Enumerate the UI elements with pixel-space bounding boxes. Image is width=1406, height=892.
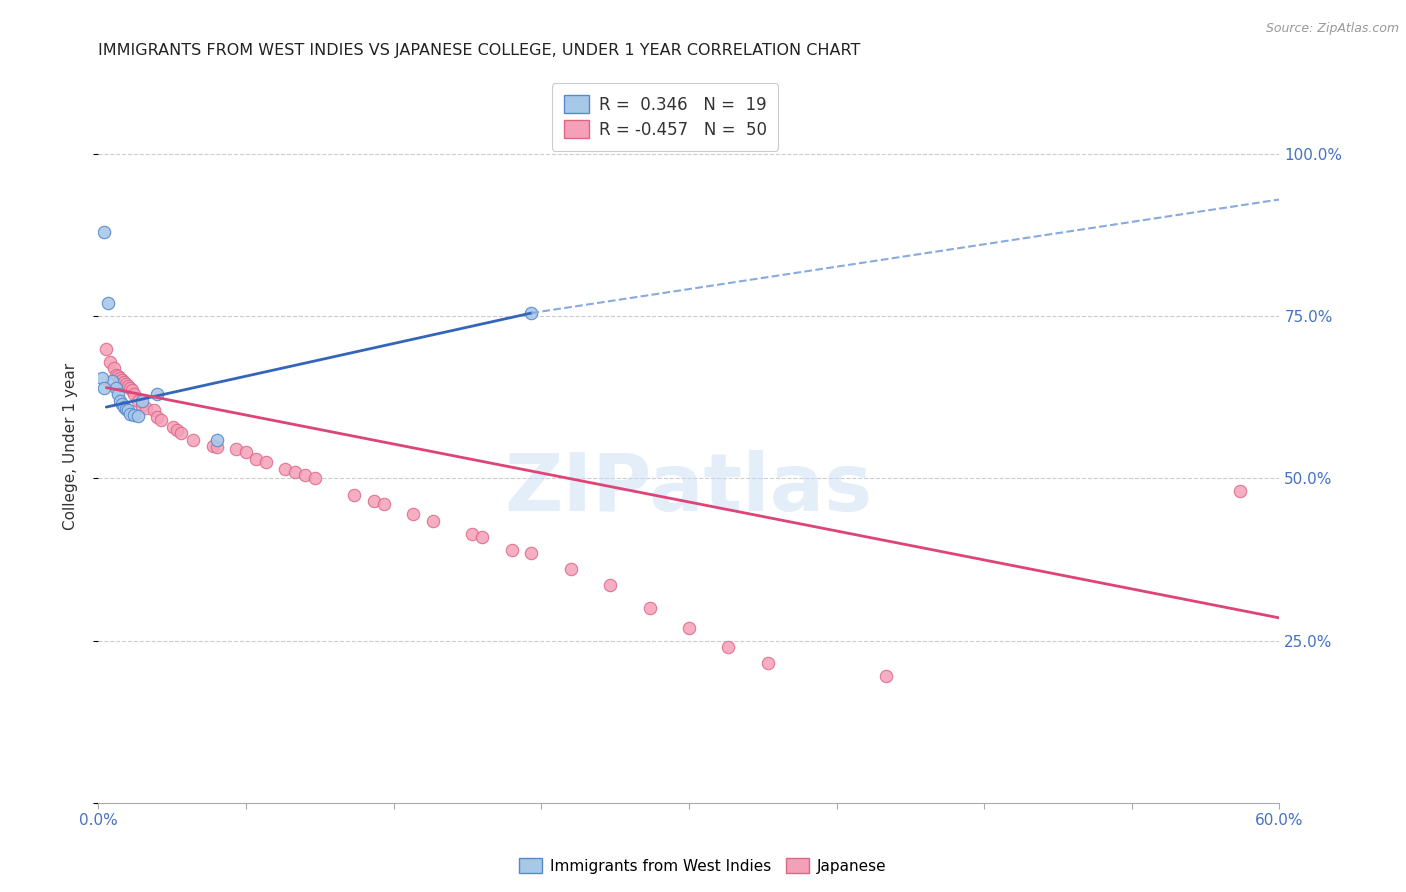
Point [162, 419, 184, 434]
Point [501, 542, 523, 557]
Point [471, 530, 494, 544]
Point [520, 546, 543, 560]
Point [118, 381, 141, 395]
Legend: R =  0.346   N =  19, R = -0.457   N =  50: R = 0.346 N = 19, R = -0.457 N = 50 [553, 83, 779, 151]
Point [717, 640, 740, 654]
Point [135, 401, 157, 416]
Point [402, 507, 425, 521]
Point [422, 514, 444, 528]
Point [131, 399, 153, 413]
Point [146, 409, 169, 424]
Point [121, 383, 143, 397]
Point [108, 371, 131, 385]
Point [93, 225, 115, 239]
Point [111, 397, 134, 411]
Point [142, 403, 165, 417]
Point [112, 400, 135, 414]
Point [756, 657, 779, 671]
Point [96, 342, 118, 356]
Point [225, 442, 247, 457]
Point [875, 669, 897, 683]
Point [115, 377, 138, 392]
Text: Source: ZipAtlas.com: Source: ZipAtlas.com [1265, 22, 1399, 36]
Point [127, 409, 149, 424]
Y-axis label: College, Under 1 year: College, Under 1 year [63, 362, 77, 530]
Point [343, 488, 366, 502]
Text: IMMIGRANTS FROM WEST INDIES VS JAPANESE COLLEGE, UNDER 1 YEAR CORRELATION CHART: IMMIGRANTS FROM WEST INDIES VS JAPANESE … [98, 43, 860, 58]
Point [166, 423, 188, 437]
Point [107, 387, 129, 401]
Point [111, 373, 134, 387]
Point [638, 601, 661, 615]
Point [105, 381, 128, 395]
Point [201, 439, 224, 453]
Point [118, 407, 141, 421]
Point [107, 368, 129, 383]
Point [127, 393, 149, 408]
Point [254, 455, 277, 469]
Point [245, 452, 267, 467]
Point [205, 440, 228, 454]
Point [122, 408, 145, 422]
Point [117, 403, 139, 417]
Point [304, 471, 326, 485]
Point [520, 306, 543, 320]
Text: ZIPatlas: ZIPatlas [505, 450, 873, 528]
Point [122, 387, 145, 401]
Point [98, 354, 121, 368]
Point [461, 526, 484, 541]
Point [1229, 484, 1251, 499]
Point [115, 402, 138, 417]
Point [274, 461, 297, 475]
Point [93, 381, 115, 395]
Point [150, 413, 173, 427]
Point [560, 562, 582, 576]
Point [363, 494, 385, 508]
Point [235, 445, 257, 459]
Point [105, 368, 128, 382]
Legend: Immigrants from West Indies, Japanese: Immigrants from West Indies, Japanese [513, 852, 893, 880]
Point [170, 425, 193, 440]
Point [678, 621, 700, 635]
Point [373, 497, 395, 511]
Point [205, 433, 228, 447]
Point [117, 379, 139, 393]
Point [131, 393, 153, 408]
Point [108, 393, 131, 408]
Point [101, 374, 124, 388]
Point [112, 376, 135, 390]
Point [91, 371, 114, 385]
Point [97, 296, 120, 310]
Point [146, 387, 169, 401]
Point [294, 468, 316, 483]
Point [103, 361, 125, 376]
Point [181, 433, 204, 447]
Point [284, 465, 307, 479]
Point [599, 578, 621, 592]
